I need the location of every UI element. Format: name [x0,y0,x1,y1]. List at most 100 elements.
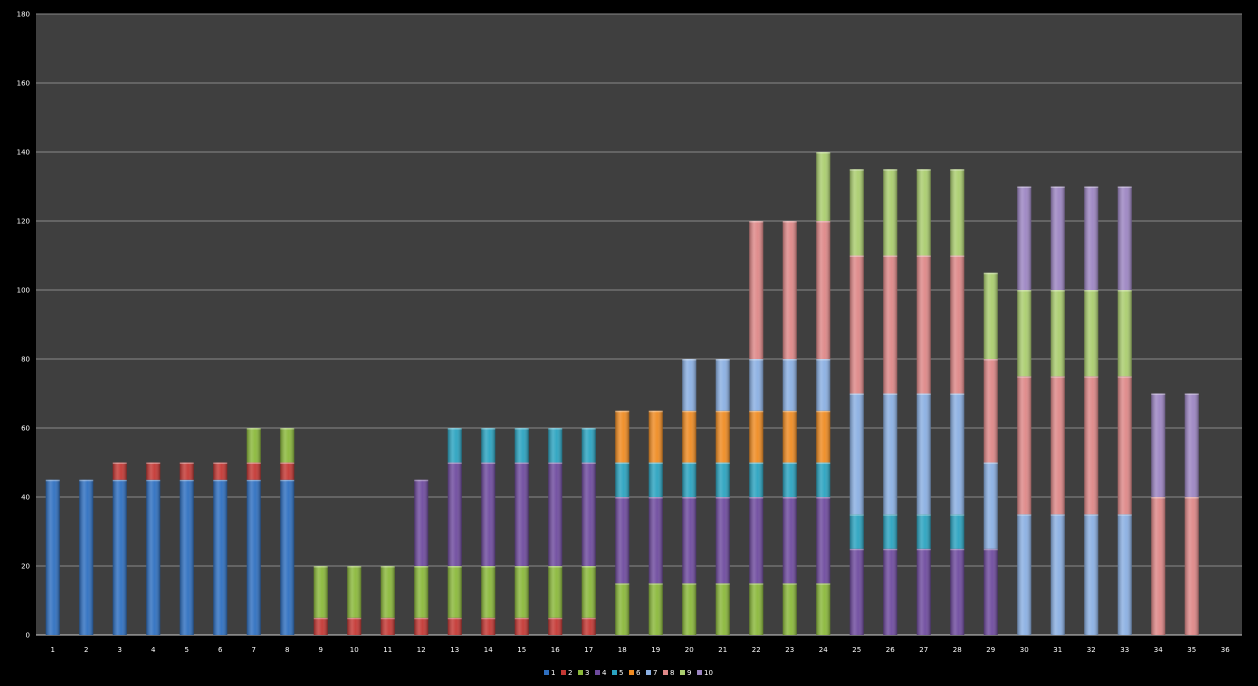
bar-segment-series-3-cat-21 [715,583,730,635]
bar-segment-top-edge [849,169,864,171]
bar-segment-shine [715,410,730,463]
bar-segment-top-edge [950,255,965,257]
bar-segment-top-edge [983,462,998,464]
bar-segment-series-7-cat-26 [883,393,898,515]
bar-segment-top-edge [682,410,697,413]
bar-segment-series-4-cat-28 [950,548,965,635]
bar-segment-shine [347,617,362,635]
bar-segment-top-edge [514,428,529,430]
bar-segment-top-edge [749,410,764,413]
bar-segment-top-edge [648,410,663,413]
bar-segment-top-edge [682,497,697,499]
bar-segment-series-7-cat-22 [749,359,764,411]
x-tick-label: 25 [852,646,861,654]
bar-segment-shine [749,359,764,411]
bar-segment-shine [1084,514,1099,635]
bar-segment-shine [1117,290,1132,377]
bar-segment-series-5-cat-14 [481,428,496,463]
bar-segment-shine [581,617,596,635]
y-tick-label: 20 [21,563,30,571]
legend-swatch [544,670,549,675]
bar-segment-shine [548,566,563,618]
bar-segment-shine [1151,393,1166,497]
bar-segment-top-edge [447,566,462,568]
bar-segment-top-edge [883,548,898,551]
legend-label: 3 [585,669,589,677]
bar-segment-series-4-cat-18 [615,497,630,584]
bar-segment-top-edge [548,617,563,620]
bar-segment-series-3-cat-8 [280,428,295,463]
bar-segment-top-edge [581,462,596,464]
bar-segment-series-7-cat-33 [1117,514,1132,635]
bar-segment-top-edge [246,479,261,482]
bar-segment-series-4-cat-20 [682,497,697,584]
bar-segment-series-2-cat-14 [481,617,496,635]
bar-segment-top-edge [45,479,60,482]
bar-segment-shine [983,272,998,359]
bar-segment-shine [816,497,831,584]
legend-label: 9 [687,669,691,677]
bar-segment-shine [983,359,998,463]
bar-segment-series-7-cat-28 [950,393,965,515]
bar-segment-top-edge [983,272,998,275]
bar-segment-series-8-cat-27 [916,255,931,394]
bar-segment-series-1-cat-4 [146,479,161,635]
legend-label: 1 [551,669,555,677]
bar-segment-shine [1017,376,1032,515]
bar-segment-shine [849,393,864,515]
bar-segment-shine [615,497,630,584]
bar-segment-top-edge [146,479,161,482]
bar-segment-shine [648,462,663,497]
bar-segment-top-edge [1117,514,1132,516]
bar-segment-shine [1151,497,1166,635]
bar-segment-shine [1084,376,1099,515]
bar-segment-shine [983,548,998,635]
bar-segment-series-6-cat-24 [816,410,831,463]
bar-segment-shine [682,359,697,411]
x-tick-label: 6 [218,646,223,654]
bar-segment-shine [1050,376,1065,515]
bar-segment-top-edge [849,548,864,551]
bar-segment-series-6-cat-23 [782,410,797,463]
bar-segment-top-edge [280,462,295,464]
bar-segment-shine [983,462,998,549]
bar-segment-shine [715,497,730,584]
gridlines [36,13,1242,636]
bar-segment-series-3-cat-16 [548,566,563,618]
bar-segment-shine [246,462,261,480]
bar-segment-top-edge [414,566,429,568]
bar-segment-top-edge [380,617,395,620]
bar-segment-shine [916,514,931,549]
bar-segment-series-3-cat-22 [749,583,764,635]
bar-segment-series-8-cat-28 [950,255,965,394]
bar-segment-top-edge [313,617,328,620]
bar-segment-shine [782,497,797,584]
bar-segment-top-edge [280,428,295,430]
bar-segment-shine [648,410,663,463]
bar-segment-series-4-cat-19 [648,497,663,584]
bar-segment-shine [1017,290,1032,377]
bar-segment-top-edge [883,169,898,171]
bar-segment-top-edge [1084,290,1099,292]
bar-segment-top-edge [1084,514,1099,516]
bar-segment-series-2-cat-4 [146,462,161,480]
bar-segment-top-edge [146,462,161,464]
bar-segment-top-edge [1084,376,1099,378]
bar-segment-top-edge [983,359,998,361]
x-tick-label: 3 [118,646,122,654]
x-tick-label: 15 [517,646,526,654]
bar-segment-shine [950,393,965,515]
bar-segment-series-4-cat-29 [983,548,998,635]
plot-area [36,14,1242,635]
bar-segment-shine [280,428,295,463]
bar-segment-shine [782,583,797,635]
bar-segment-series-7-cat-25 [849,393,864,515]
bar-segment-top-edge [782,221,797,223]
bar-segment-series-3-cat-10 [347,566,362,618]
bar-segment-shine [514,566,529,618]
bar-segment-top-edge [715,583,730,585]
bar-segment-top-edge [916,169,931,171]
legend-label: 8 [670,669,674,677]
bar-segment-top-edge [782,462,797,464]
bar-segment-series-3-cat-11 [380,566,395,618]
